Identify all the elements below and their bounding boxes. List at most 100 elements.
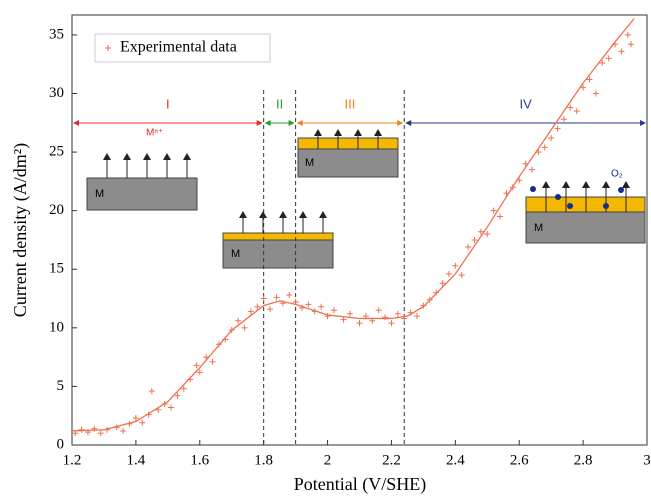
data-point bbox=[267, 306, 274, 313]
x-tick-label: 2 bbox=[324, 452, 332, 468]
data-point bbox=[420, 302, 427, 309]
inset-3 bbox=[297, 129, 399, 178]
x-tick-label: 3 bbox=[643, 452, 651, 468]
data-point bbox=[628, 41, 635, 48]
data-point bbox=[445, 270, 452, 277]
data-point bbox=[497, 213, 504, 220]
y-axis-label: Current density (A/dm²) bbox=[10, 143, 31, 317]
legend-marker bbox=[105, 45, 111, 51]
region-label: III bbox=[344, 96, 355, 111]
y-tick-label: 10 bbox=[49, 319, 64, 335]
data-point bbox=[161, 400, 168, 407]
inset-4 bbox=[525, 181, 646, 244]
data-point bbox=[187, 376, 194, 383]
data-point bbox=[471, 236, 478, 243]
data-point bbox=[541, 144, 548, 151]
data-point bbox=[148, 388, 155, 395]
data-point bbox=[84, 429, 91, 436]
data-point bbox=[618, 48, 625, 55]
data-point bbox=[193, 362, 200, 369]
data-point bbox=[433, 289, 440, 296]
inset-label: M bbox=[305, 157, 314, 169]
x-tick-label: 1.2 bbox=[63, 452, 82, 468]
data-point bbox=[104, 426, 111, 433]
data-point bbox=[439, 280, 446, 287]
x-tick-label: 2.4 bbox=[446, 452, 465, 468]
x-tick-label: 2.2 bbox=[382, 452, 401, 468]
data-point bbox=[222, 336, 229, 343]
data-point bbox=[196, 369, 203, 376]
data-point bbox=[458, 272, 465, 279]
data-point bbox=[465, 243, 472, 250]
data-point bbox=[567, 104, 574, 111]
data-point bbox=[247, 308, 254, 315]
data-point bbox=[318, 303, 325, 310]
y-tick-label: 20 bbox=[49, 202, 64, 218]
data-point bbox=[78, 426, 85, 433]
data-point bbox=[522, 160, 529, 167]
data-point bbox=[605, 55, 612, 62]
data-point bbox=[340, 316, 347, 323]
data-point bbox=[305, 301, 312, 308]
x-tick-label: 1.8 bbox=[254, 452, 273, 468]
data-point bbox=[299, 304, 305, 311]
y-tick-label: 5 bbox=[57, 378, 65, 394]
data-point bbox=[235, 317, 242, 324]
legend-box bbox=[94, 33, 271, 63]
y-tick-label: 30 bbox=[49, 85, 64, 101]
x-tick-label: 2.6 bbox=[510, 452, 529, 468]
data-point bbox=[356, 320, 363, 327]
data-point bbox=[509, 184, 516, 191]
data-point bbox=[209, 358, 216, 365]
x-tick-label: 2.8 bbox=[574, 452, 593, 468]
data-point bbox=[612, 41, 619, 48]
data-point bbox=[228, 327, 235, 334]
data-point bbox=[215, 341, 222, 348]
data-point bbox=[375, 307, 382, 314]
data-point bbox=[72, 430, 79, 437]
inset-2 bbox=[222, 211, 334, 269]
data-point bbox=[155, 406, 162, 413]
inset-1 bbox=[86, 153, 198, 211]
data-point bbox=[273, 294, 280, 301]
data-point bbox=[126, 420, 133, 427]
data-point bbox=[560, 116, 567, 123]
data-point bbox=[286, 292, 293, 299]
region-label: IV bbox=[519, 96, 532, 111]
data-point bbox=[145, 411, 152, 418]
data-point bbox=[254, 303, 261, 310]
data-point bbox=[580, 84, 587, 91]
data-point bbox=[180, 385, 187, 392]
data-point bbox=[362, 313, 369, 320]
annotation: O₂ bbox=[611, 169, 623, 180]
data-point bbox=[529, 166, 535, 173]
data-point bbox=[174, 392, 181, 399]
data-point bbox=[414, 313, 420, 320]
data-point bbox=[426, 296, 433, 303]
legend-label: Experimental data bbox=[120, 39, 237, 56]
data-point bbox=[132, 415, 139, 422]
data-point bbox=[554, 125, 561, 132]
data-point bbox=[484, 231, 491, 238]
data-point bbox=[324, 313, 331, 320]
data-point bbox=[113, 424, 120, 431]
data-point bbox=[139, 419, 146, 426]
fit-line bbox=[71, 18, 635, 432]
data-point bbox=[120, 427, 127, 434]
data-point bbox=[97, 430, 104, 437]
data-point bbox=[346, 310, 353, 317]
data-point bbox=[599, 60, 606, 67]
data-point bbox=[203, 354, 210, 361]
region-label: II bbox=[276, 96, 283, 111]
data-point bbox=[516, 177, 523, 184]
y-tick-label: 35 bbox=[49, 26, 64, 42]
data-point bbox=[241, 324, 248, 331]
inset-label: M bbox=[95, 188, 104, 200]
data-point bbox=[260, 295, 267, 302]
inset-label: M bbox=[231, 248, 240, 260]
y-tick-label: 0 bbox=[57, 436, 65, 452]
data-point bbox=[279, 300, 286, 307]
data-point bbox=[91, 425, 98, 432]
x-tick-label: 1.4 bbox=[127, 452, 146, 468]
